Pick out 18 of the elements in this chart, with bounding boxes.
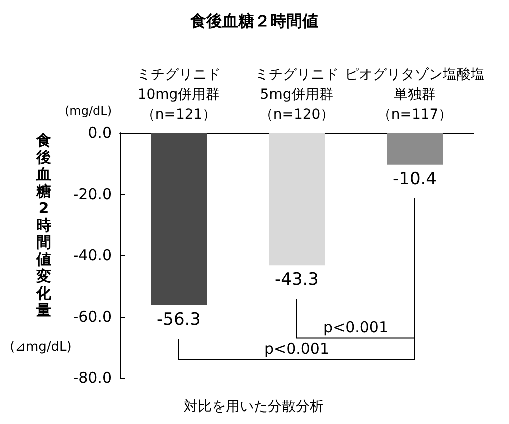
- y-tick-label: -60.0: [73, 308, 112, 326]
- x-tick-label: ミチグリニド5mg併用群（n=120）: [255, 67, 339, 123]
- x-tick-label: ミチグリニド10mg併用群（n=121）: [137, 67, 221, 123]
- text: (⊿mg/dL): [10, 340, 72, 355]
- y-tick-label: -80.0: [73, 369, 112, 387]
- y-tick-label: -40.0: [73, 246, 112, 264]
- chart-title: 食後血糖２時間値: [190, 12, 318, 30]
- x-tick-label: ピオグリタゾン塩酸塩単独群（n=117）: [345, 67, 485, 123]
- data-label: -56.3: [157, 310, 201, 330]
- annotation: p<0.001: [323, 318, 389, 337]
- text: 対比を用いた分散分析: [184, 399, 324, 415]
- text: 食後血糖2時間値変化量: [36, 132, 52, 320]
- y-tick-label: -20.0: [73, 185, 112, 204]
- text: (mg/dL): [64, 104, 112, 118]
- data-label: -43.3: [275, 270, 319, 290]
- data-label: -10.4: [393, 169, 437, 190]
- annotation: p<0.001: [264, 340, 330, 358]
- y-tick-label: 0.0: [88, 124, 112, 142]
